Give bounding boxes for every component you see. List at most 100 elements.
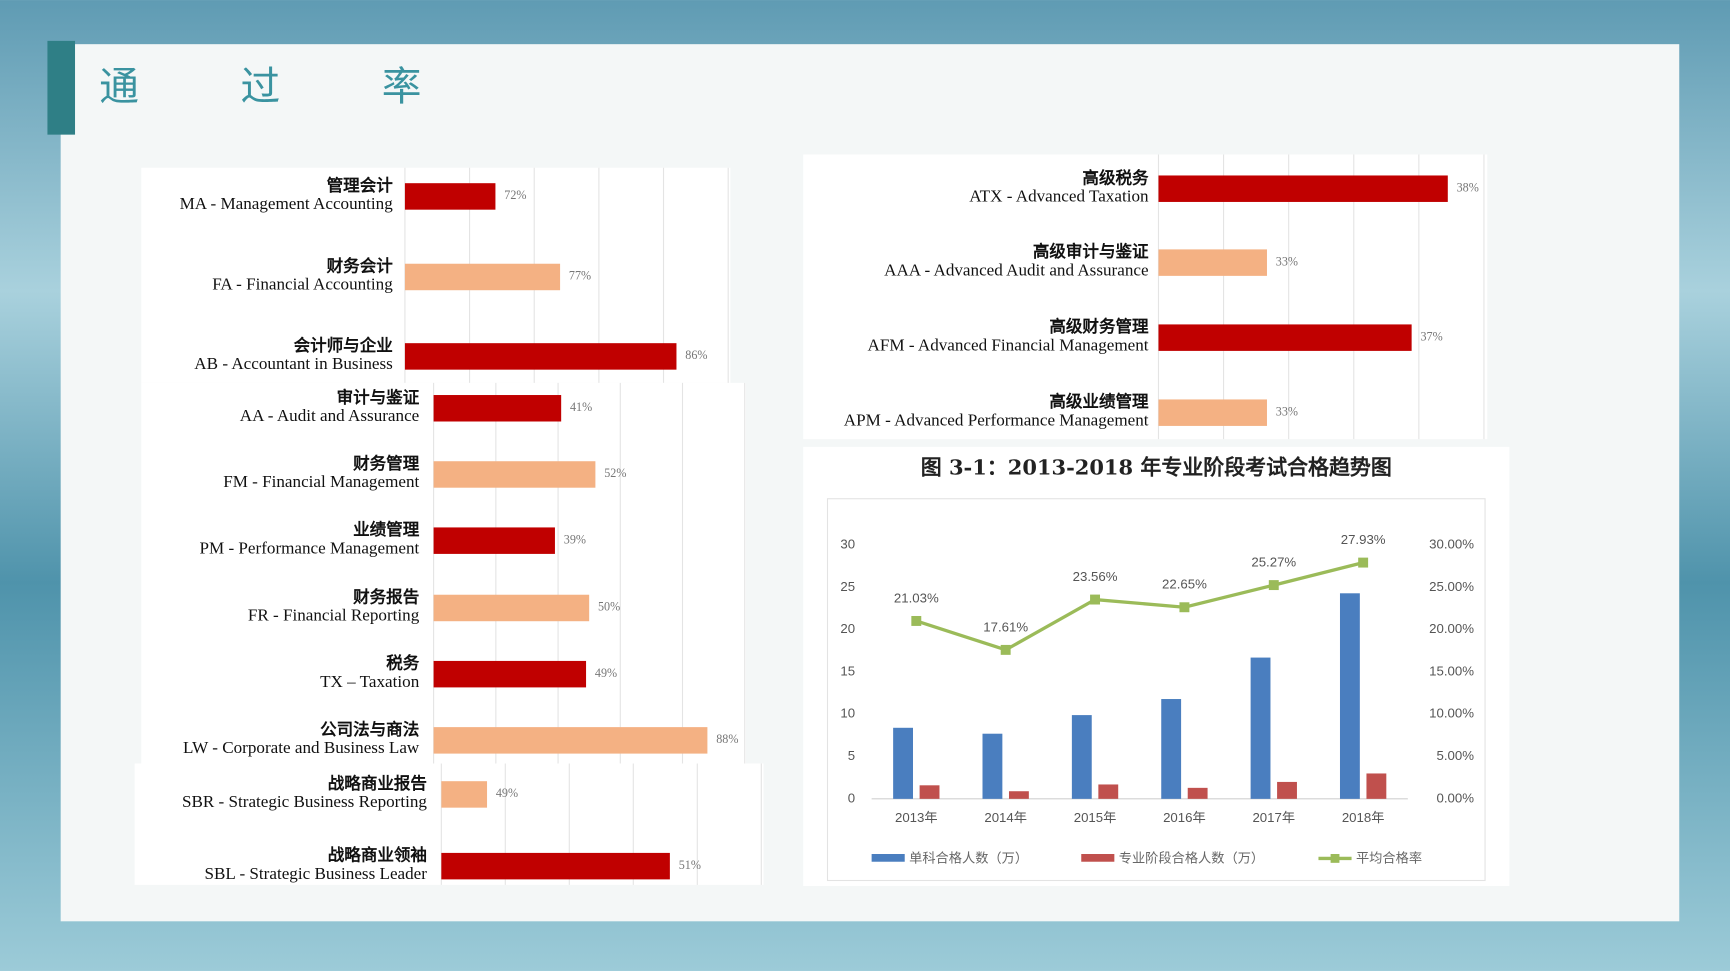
y2-tick-label: 20.00% bbox=[1429, 621, 1474, 636]
value-label: 72% bbox=[504, 188, 526, 202]
marker bbox=[1179, 602, 1190, 613]
y2-tick-label: 30.00% bbox=[1429, 537, 1474, 552]
marker bbox=[911, 615, 922, 626]
category-label: AA - Audit and Assurance bbox=[240, 406, 419, 425]
category-zh: 战略商业报告 bbox=[328, 773, 427, 793]
value-label: 88% bbox=[716, 732, 738, 746]
y2-tick-label: 0.00% bbox=[1437, 790, 1475, 805]
category-zh: 高级审计与鉴证 bbox=[1033, 241, 1149, 261]
bar bbox=[893, 727, 913, 799]
category-label: AFM - Advanced Financial Management bbox=[868, 335, 1149, 354]
y-tick-label: 25 bbox=[840, 579, 855, 594]
bar bbox=[1158, 399, 1267, 426]
bar bbox=[433, 727, 708, 754]
value-label: 50% bbox=[598, 600, 620, 614]
bar bbox=[1098, 784, 1119, 799]
y-tick-label: 0 bbox=[848, 790, 855, 805]
bar bbox=[919, 785, 940, 799]
category-label: SBL - Strategic Business Leader bbox=[204, 864, 427, 883]
plot-frame bbox=[826, 498, 1486, 882]
bar bbox=[404, 263, 561, 291]
bar bbox=[441, 852, 670, 880]
category-zh: 公司法与商法 bbox=[320, 719, 419, 739]
slide-title: 通过率 bbox=[99, 64, 523, 110]
category-label: ATX - Advanced Taxation bbox=[969, 186, 1149, 205]
bar bbox=[1187, 787, 1208, 799]
category-zh: 高级税务 bbox=[1082, 167, 1149, 187]
chart-panel bbox=[141, 382, 746, 764]
value-label: 33% bbox=[1276, 404, 1298, 418]
legend-label: 平均合格率 bbox=[1356, 849, 1422, 866]
bar bbox=[1250, 657, 1271, 799]
legend-label: 专业阶段合格人数（万） bbox=[1119, 850, 1264, 866]
category-zh: 财务报告 bbox=[352, 587, 419, 607]
bar bbox=[1366, 773, 1387, 799]
x-tick-label: 2014年 bbox=[984, 810, 1027, 825]
legend-swatch bbox=[1330, 854, 1340, 863]
value-label: 49% bbox=[595, 666, 617, 680]
category-label: MA - Management Accounting bbox=[180, 194, 394, 213]
line bbox=[915, 560, 1364, 652]
y-tick-label: 5 bbox=[848, 748, 855, 763]
value-label: 51% bbox=[679, 858, 701, 872]
y2-tick-label: 10.00% bbox=[1429, 706, 1474, 721]
category-label: FR - Financial Reporting bbox=[248, 606, 420, 625]
category-zh: 管理会计 bbox=[327, 175, 394, 195]
bar bbox=[1277, 781, 1297, 799]
y2-tick-label: 25.00% bbox=[1429, 579, 1474, 594]
x-tick-label: 2013年 bbox=[895, 810, 938, 825]
bar bbox=[1339, 593, 1360, 799]
value-label: 77% bbox=[569, 269, 591, 283]
x-tick-label: 2015年 bbox=[1074, 810, 1117, 825]
value-label: 49% bbox=[496, 786, 518, 800]
y-tick-label: 10 bbox=[840, 706, 855, 721]
marker bbox=[1090, 594, 1101, 605]
category-label: LW - Corporate and Business Law bbox=[183, 738, 420, 757]
value-label: 21.03% bbox=[894, 590, 939, 605]
category-zh: 审计与鉴证 bbox=[337, 387, 420, 407]
category-label: AB - Accountant in Business bbox=[194, 354, 393, 373]
category-label: APM - Advanced Performance Management bbox=[844, 410, 1149, 429]
category-zh: 战略商业领袖 bbox=[328, 845, 427, 865]
x-tick-label: 2017年 bbox=[1252, 810, 1295, 825]
legend-swatch bbox=[871, 854, 905, 862]
category-label: TX – Taxation bbox=[320, 672, 420, 691]
y-tick-label: 20 bbox=[840, 621, 855, 636]
category-label: AAA - Advanced Audit and Assurance bbox=[884, 260, 1148, 279]
bar bbox=[1158, 175, 1448, 202]
x-tick-label: 2018年 bbox=[1342, 810, 1385, 825]
marker bbox=[1268, 580, 1279, 591]
value-label: 33% bbox=[1276, 254, 1298, 268]
bar bbox=[433, 660, 587, 688]
title-accent bbox=[47, 40, 76, 135]
category-zh: 业绩管理 bbox=[353, 519, 420, 539]
bar bbox=[404, 183, 496, 210]
bar bbox=[433, 395, 562, 422]
value-label: 52% bbox=[604, 466, 626, 480]
bar bbox=[982, 733, 1003, 799]
bar bbox=[441, 781, 488, 808]
bar bbox=[1161, 699, 1182, 799]
category-label: FA - Financial Accounting bbox=[212, 275, 393, 294]
category-zh: 高级财务管理 bbox=[1049, 316, 1149, 336]
value-label: 22.65% bbox=[1162, 577, 1207, 592]
marker bbox=[1358, 557, 1369, 568]
y2-tick-label: 5.00% bbox=[1437, 748, 1475, 763]
category-zh: 财务管理 bbox=[352, 453, 420, 473]
bar bbox=[1158, 324, 1412, 351]
bar bbox=[433, 527, 555, 554]
category-zh: 税务 bbox=[386, 653, 420, 673]
value-label: 27.93% bbox=[1341, 532, 1386, 547]
y-tick-label: 15 bbox=[840, 663, 855, 678]
value-label: 38% bbox=[1457, 180, 1479, 194]
bar bbox=[404, 343, 677, 370]
legend-swatch bbox=[1081, 854, 1115, 862]
value-label: 39% bbox=[564, 532, 586, 546]
bar bbox=[1158, 249, 1267, 276]
legend-label: 单科合格人数（万） bbox=[909, 850, 1028, 866]
bar bbox=[1071, 715, 1092, 799]
x-tick-label: 2016年 bbox=[1163, 810, 1206, 825]
value-label: 23.56% bbox=[1073, 569, 1118, 584]
